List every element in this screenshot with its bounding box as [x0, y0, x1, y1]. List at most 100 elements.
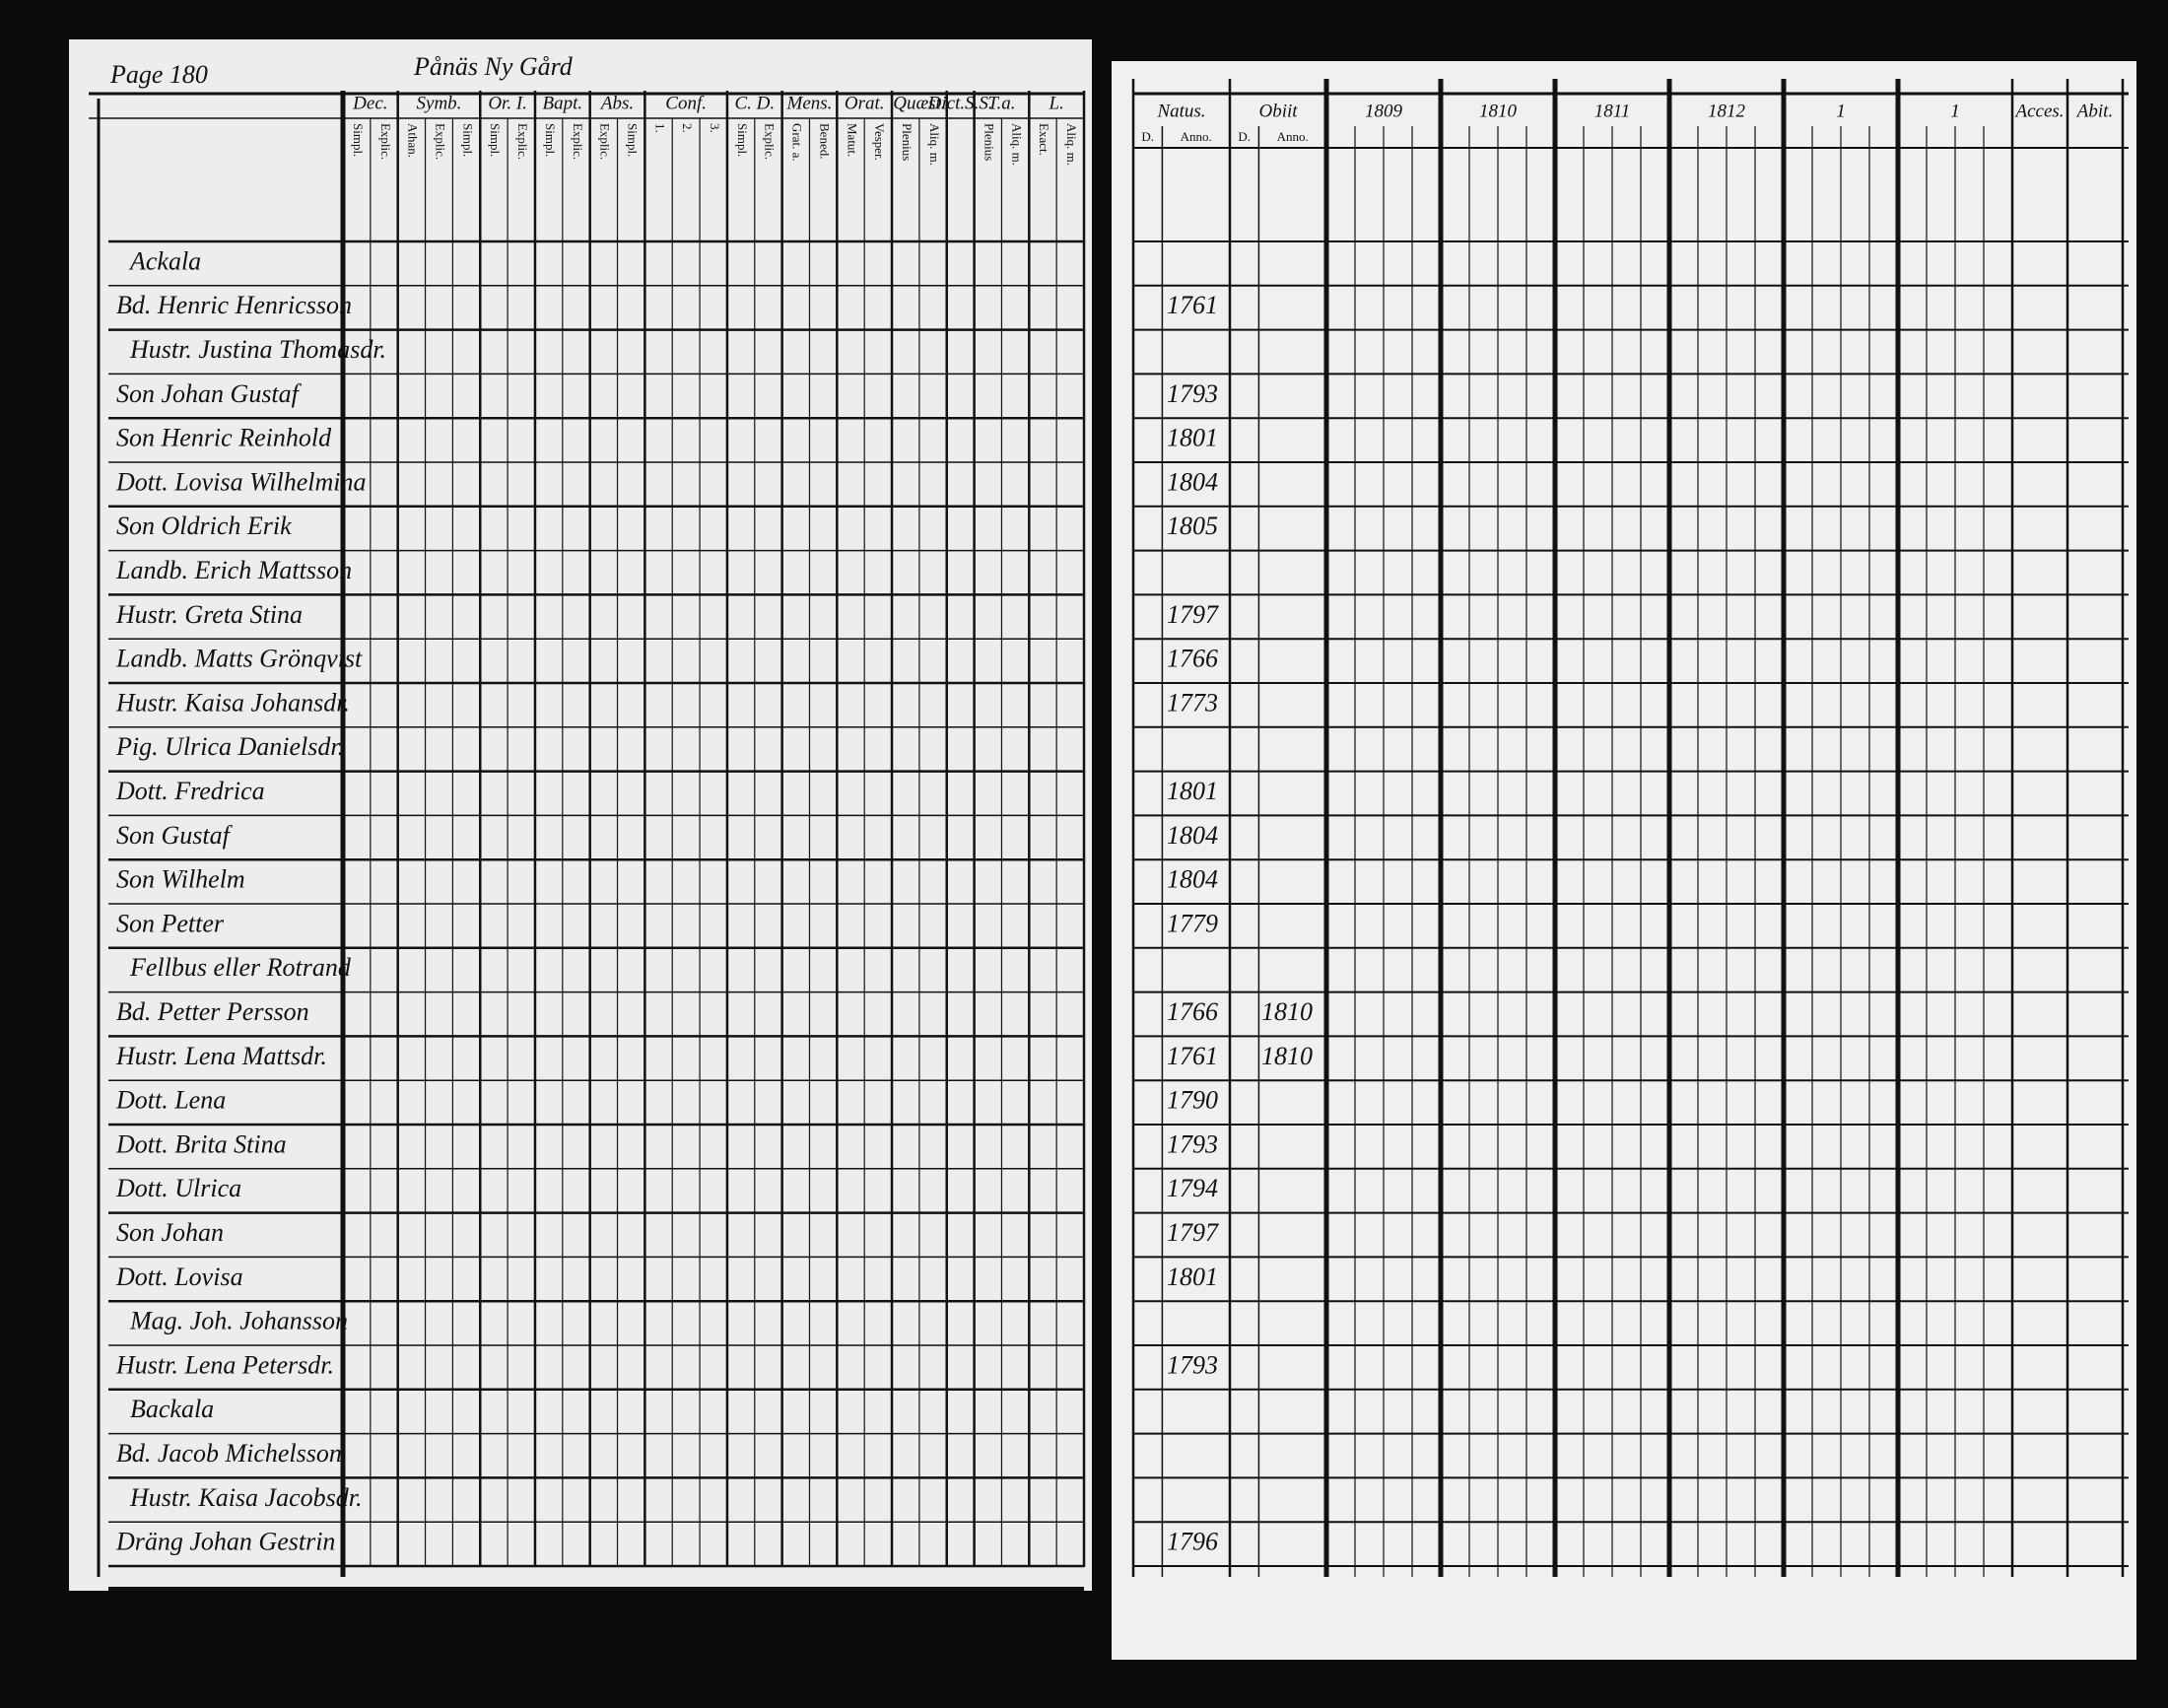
person-name: Hustr. Kaisa Johansdr. [115, 688, 350, 717]
column-title: 1 [1836, 101, 1846, 121]
person-name: Hustr. Kaisa Jacobsdr. [129, 1483, 362, 1512]
birth-year: 1773 [1167, 688, 1218, 717]
column-title: Abit. [2075, 101, 2113, 121]
column-title: 1810 [1479, 101, 1518, 121]
person-name: Son Wilhelm [116, 865, 245, 894]
column-subtitle: Grat. a. [790, 123, 805, 162]
person-name: Hustr. Lena Mattsdr. [115, 1042, 327, 1070]
column-title: Dec. [352, 93, 387, 113]
birth-year: 1797 [1167, 1218, 1219, 1247]
column-subtitle: Simpl. [625, 123, 640, 157]
column-subtitle: Simpl. [735, 123, 750, 157]
column-title: Symb. [417, 93, 462, 113]
person-name: Hustr. Lena Petersdr. [115, 1350, 334, 1379]
column-subtitle: 1. [652, 123, 667, 133]
person-name: Hustr. Greta Stina [115, 600, 303, 629]
column-subtitle: Bened. [817, 123, 832, 159]
column-title: Orat. [845, 93, 885, 113]
person-name: Son Petter [116, 909, 225, 937]
birth-year: 1793 [1167, 1350, 1218, 1379]
column-title: C. D. [734, 93, 775, 113]
column-title: Acces. [2013, 101, 2064, 121]
birth-year: 1805 [1167, 512, 1218, 540]
person-name: Ackala [128, 246, 201, 275]
column-subtitle: Athan. [406, 123, 421, 158]
column-subtitle: Explic. [515, 123, 530, 160]
column-title: 1812 [1708, 101, 1746, 121]
birth-year: 1761 [1167, 291, 1218, 319]
column-subtitle: D. [1238, 129, 1251, 144]
person-name: Pig. Ulrica Danielsdr. [115, 732, 344, 761]
birth-year: 1766 [1167, 645, 1218, 673]
column-title: Obiit [1258, 101, 1298, 121]
birth-year: 1790 [1167, 1086, 1218, 1115]
birth-year: 1801 [1167, 424, 1218, 452]
column-subtitle: Explic. [763, 123, 778, 160]
column-title: 1 [1950, 101, 1960, 121]
birth-year: 1793 [1167, 1129, 1218, 1158]
person-name: Dott. Fredrica [115, 777, 265, 805]
column-title: 1811 [1594, 101, 1631, 121]
birth-year: 1801 [1167, 1263, 1218, 1291]
column-title: 1809 [1365, 101, 1403, 121]
person-name: Mag. Joh. Johansson [129, 1307, 348, 1335]
column-subtitle: Exact. [1037, 123, 1051, 156]
column-title: Dict.S.S. [927, 93, 993, 113]
column-subtitle: Plenius [900, 123, 915, 161]
birth-year: 1804 [1167, 467, 1218, 496]
column-subtitle: Aliq. m. [1009, 123, 1024, 166]
column-title: Bapt. [542, 93, 582, 113]
person-name: Dräng Johan Gestrin [115, 1528, 335, 1556]
birth-year: 1797 [1167, 600, 1219, 629]
person-name: Fellbus eller Rotrand [129, 953, 352, 982]
person-name: Dott. Brita Stina [115, 1129, 287, 1158]
column-title: Conf. [665, 93, 707, 113]
column-title: L. [1048, 93, 1063, 113]
death-year: 1810 [1261, 1042, 1313, 1070]
person-name: Dott. Ulrica [115, 1174, 241, 1202]
column-subtitle: Simpl. [351, 123, 366, 157]
person-name: Landb. Erich Mattsson [115, 556, 352, 584]
birth-year: 1779 [1167, 909, 1218, 937]
birth-year: 1804 [1167, 821, 1218, 850]
column-title: Or. I. [488, 93, 527, 113]
column-title: Mens. [786, 93, 833, 113]
column-subtitle: Explic. [433, 123, 447, 160]
person-name: Bd. Jacob Michelsson [116, 1439, 342, 1468]
column-subtitle: Matut. [845, 123, 859, 157]
column-subtitle: Explic. [378, 123, 393, 160]
column-subtitle: Simpl. [488, 123, 503, 157]
column-subtitle: Explic. [571, 123, 585, 160]
column-subtitle: D. [1141, 129, 1154, 144]
column-subtitle: Aliq. m. [1064, 123, 1079, 166]
person-name: Son Oldrich Erik [116, 512, 292, 540]
person-name: Dott. Lovisa [115, 1263, 243, 1291]
person-name: Son Johan Gustaf [116, 379, 303, 408]
column-title: Natus. [1156, 101, 1205, 121]
person-name: Landb. Matts Grönqvist [115, 645, 363, 673]
birth-year: 1761 [1167, 1042, 1218, 1070]
column-subtitle: Simpl. [460, 123, 475, 157]
person-name: Bd. Petter Persson [116, 997, 309, 1026]
birth-year: 1793 [1167, 379, 1218, 408]
birth-year: 1801 [1167, 777, 1218, 805]
person-name: Bd. Henric Henricsson [116, 291, 352, 319]
person-name: Dott. Lovisa Wilhelmina [115, 467, 367, 496]
column-subtitle: 3. [708, 123, 722, 133]
birth-year: 1794 [1167, 1174, 1218, 1202]
column-subtitle: Anno. [1181, 129, 1212, 144]
column-title: T.a. [987, 93, 1015, 113]
village-name: Pånäs Ny Gård [413, 52, 574, 81]
page-label: Page 180 [109, 60, 208, 89]
person-name: Hustr. Justina Thomasdr. [129, 335, 386, 364]
birth-year: 1796 [1167, 1528, 1218, 1556]
column-title: Abs. [599, 93, 634, 113]
death-year: 1810 [1261, 997, 1313, 1026]
column-subtitle: Simpl. [543, 123, 558, 157]
column-subtitle: Anno. [1277, 129, 1309, 144]
person-name: Son Johan [116, 1218, 224, 1247]
column-subtitle: Plenius [982, 123, 997, 161]
column-subtitle: Aliq. m. [927, 123, 942, 166]
birth-year: 1766 [1167, 997, 1218, 1026]
